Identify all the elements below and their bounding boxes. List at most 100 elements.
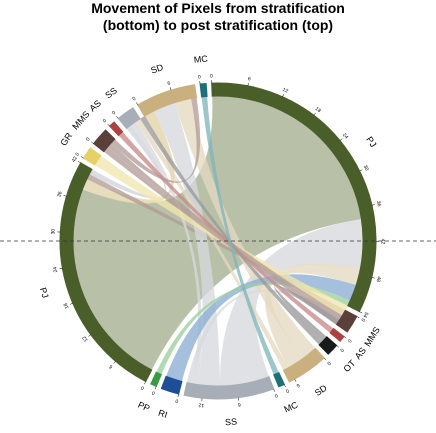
flow-ribbon-pre-MMS-to-post-PJ	[107, 143, 343, 321]
tick-label-pre-PJ-0: 0	[140, 384, 145, 391]
tick-mark-post-AS-0	[343, 336, 347, 339]
flow-ribbon-pre-RI-to-post-PJ	[166, 274, 357, 382]
tick-label-pre-PJ-12: 12	[81, 334, 89, 342]
tick-label-pre-RI-0: 0	[175, 397, 179, 404]
flow-ribbon-pre-SD-to-post-SD	[174, 98, 316, 359]
flow-ribbon-pre-MMS-to-post-SD	[111, 97, 201, 183]
segment-arc-pre-RI	[160, 375, 183, 395]
tick-label-pre-GR-0: 0	[75, 152, 82, 158]
segment-label-pre-PP: PP	[136, 400, 151, 414]
tick-label-pre-PJ-18: 18	[63, 302, 71, 310]
tick-label-pre-SS-0: 0	[273, 392, 278, 399]
tick-mark-post-PJ-30	[359, 169, 363, 172]
tick-mark-pre-PJ-6	[113, 361, 116, 364]
segment-label-post-AS: AS	[353, 345, 368, 361]
tick-label-post-PJ-30: 30	[362, 164, 370, 172]
segment-arc-post-SD	[137, 84, 198, 117]
flow-ribbon-pre-PJ-to-post-SS	[89, 125, 167, 199]
segment-label-pre-MMS: MMS	[70, 109, 91, 131]
segment-arc-post-MC	[199, 82, 208, 98]
tick-mark-pre-RI-0	[177, 393, 179, 398]
flow-ribbon-pre-AS-to-post-AS	[118, 131, 334, 333]
tick-mark-post-MMS-0	[356, 316, 360, 319]
tick-label-pre-PJ-30: 30	[50, 229, 56, 235]
tick-label-pre-OT-0: 0	[338, 347, 344, 353]
segment-arc-pre-MMS	[92, 129, 116, 153]
segment-arc-post-MMS	[335, 309, 358, 333]
tick-mark-pre-SD-6	[294, 379, 297, 382]
tick-mark-pre-PJ-18	[69, 302, 73, 305]
segment-arc-pre-PP	[150, 371, 162, 388]
tick-mark-post-SD-0	[136, 102, 138, 106]
tick-mark-pre-PJ-12	[88, 334, 91, 337]
tick-mark-post-PJ-24	[339, 138, 343, 141]
tick-mark-pre-MMS-0	[91, 141, 94, 144]
tick-label-post-MC-0: 0	[198, 74, 202, 80]
tick-label-post-PJ-12: 12	[281, 87, 289, 95]
flow-ribbon-pre-SD-to-post-SS	[135, 118, 289, 371]
tick-label-pre-AS-0: 0	[102, 118, 108, 124]
chart-title: Movement of Pixels from stratification (…	[0, 0, 436, 34]
segment-label-pre-PJ: PJ	[38, 286, 51, 299]
segment-arc-post-AS	[329, 327, 345, 342]
flow-ribbon-pre-GR-to-post-PJ	[94, 155, 348, 316]
tick-mark-pre-GR-0	[80, 156, 84, 159]
tick-label-post-AS-0: 0	[346, 338, 353, 344]
flow-ribbon-pre-PJ-to-post-MMS	[86, 174, 346, 316]
segment-arc-pre-AS	[108, 121, 124, 137]
tick-label-pre-PJ-24: 24	[52, 266, 59, 273]
tick-label-post-MMS-0: 0	[359, 317, 366, 323]
chart-title-line-2: (bottom) to post stratification (top)	[102, 17, 334, 33]
tick-mark-post-SD-6	[169, 87, 172, 91]
tick-mark-post-PJ-48	[371, 277, 375, 279]
tick-mark-pre-OT-0	[336, 345, 340, 348]
segment-arc-pre-MC	[273, 371, 285, 388]
tick-mark-pre-PJ-42	[77, 161, 81, 164]
tick-mark-post-PJ-18	[313, 112, 316, 116]
tick-mark-post-SS-0	[116, 115, 119, 119]
flow-ribbon-pre-MC-to-post-MC	[201, 96, 279, 375]
segment-label-pre-SS: SS	[225, 416, 238, 427]
segment-label-pre-RI: RI	[157, 408, 169, 420]
tick-mark-pre-AS-0	[107, 123, 110, 127]
tick-mark-pre-MC-0	[284, 384, 286, 388]
tick-mark-pre-SS-0	[273, 388, 275, 392]
tick-label-pre-SS-12: 12	[198, 402, 204, 409]
segment-arc-post-SS	[117, 107, 141, 130]
segment-label-pre-OT: OT	[342, 358, 358, 374]
tick-label-post-SD-6: 6	[167, 80, 172, 87]
segment-arc-pre-SS	[183, 376, 275, 400]
tick-label-pre-SD-0: 0	[325, 360, 331, 366]
tick-mark-pre-PJ-0	[144, 381, 146, 385]
segment-label-pre-GR: GR	[58, 130, 74, 147]
tick-label-post-PJ-54: 54	[361, 311, 369, 319]
segment-label-pre-SD: SD	[313, 382, 329, 398]
tick-label-post-PJ-42: 42	[380, 239, 386, 245]
tick-mark-pre-PJ-24	[59, 268, 63, 270]
tick-mark-pre-PJ-36	[63, 195, 67, 197]
tick-mark-pre-PP-0	[154, 386, 157, 390]
tick-label-post-PJ-0: 0	[210, 73, 213, 79]
tick-label-pre-MMS-0: 0	[85, 136, 92, 142]
tick-label-pre-SD-6: 6	[295, 382, 301, 389]
tick-mark-post-PJ-6	[247, 82, 249, 86]
chord-flows	[72, 95, 364, 386]
flow-ribbon-pre-OT-to-post-SS	[140, 115, 324, 345]
segment-label-post-MC: MC	[193, 54, 208, 65]
tick-label-pre-PJ-42: 42	[71, 155, 79, 163]
segment-arc-pre-PJ	[59, 162, 153, 383]
tick-label-post-PJ-36: 36	[375, 200, 382, 207]
segment-arc-pre-GR	[82, 147, 102, 166]
segment-label-post-SS: SS	[103, 85, 119, 100]
flow-ribbon-pre-SD-to-post-PJ	[265, 263, 361, 368]
segment-label-post-PJ: PJ	[364, 135, 378, 149]
tick-mark-post-PJ-12	[282, 93, 284, 97]
tick-label-post-PJ-18: 18	[314, 106, 322, 114]
tick-label-post-PJ-6: 6	[247, 76, 251, 82]
tick-label-post-PJ-24: 24	[341, 132, 349, 140]
tick-label-pre-PJ-6: 6	[108, 363, 114, 370]
tick-label-pre-PJ-36: 36	[56, 191, 63, 198]
tick-label-pre-SS-6: 6	[237, 401, 241, 407]
